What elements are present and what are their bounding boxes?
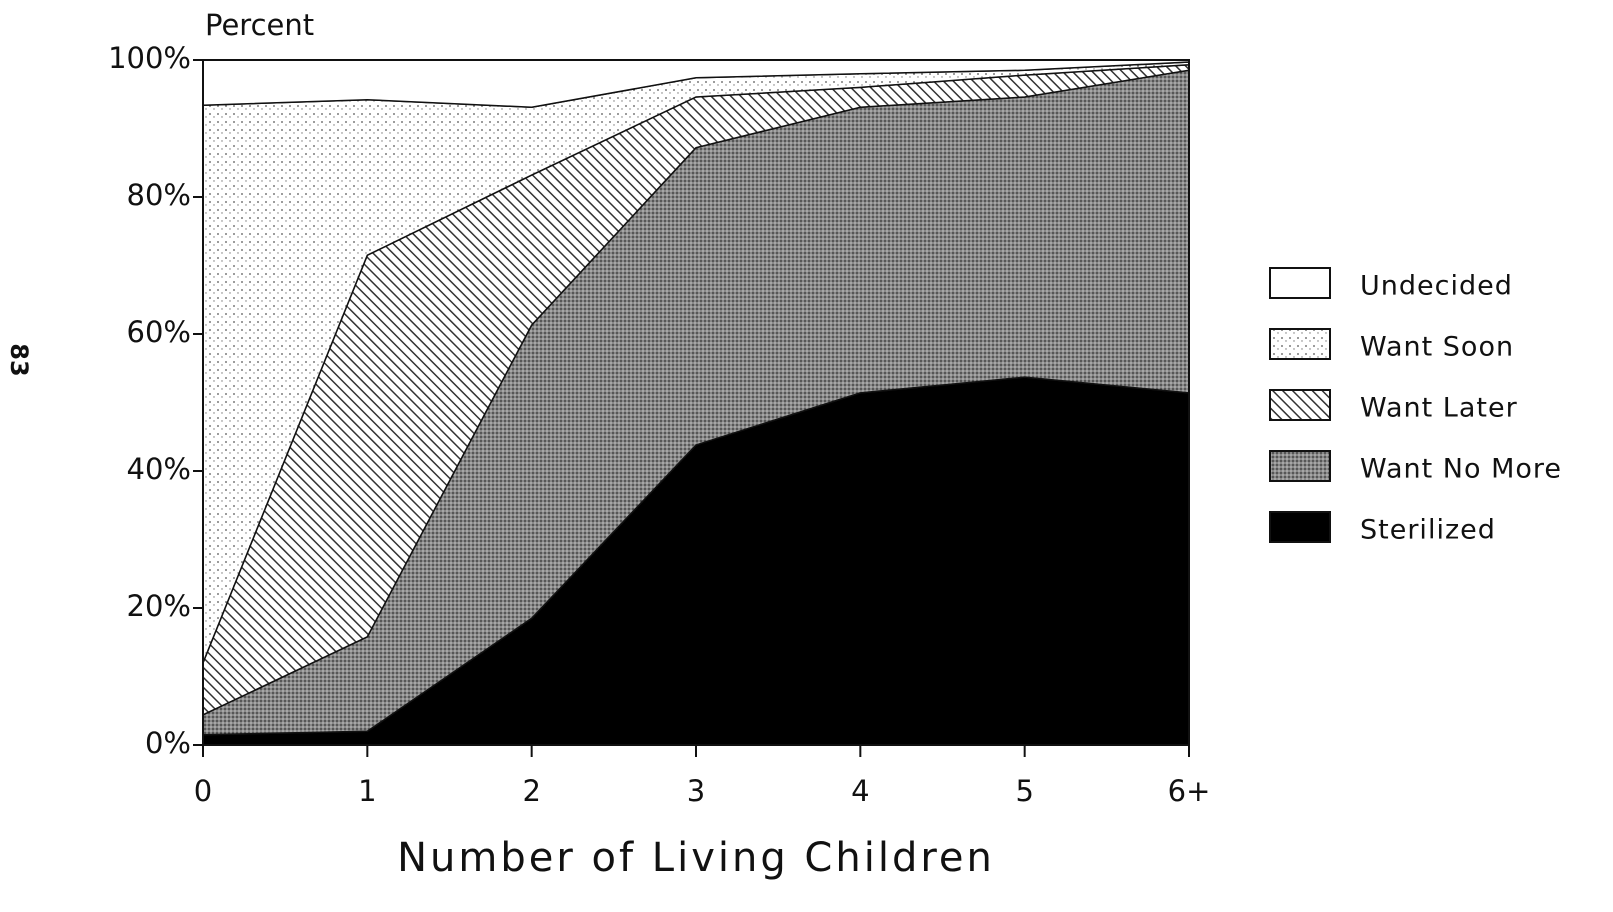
y-tick-label: 40% <box>127 452 191 486</box>
x-tick-label: 1 <box>358 774 376 808</box>
legend-swatch <box>1269 450 1331 482</box>
legend-swatch <box>1269 267 1331 299</box>
legend-swatch <box>1269 328 1331 360</box>
x-axis-label: Number of Living Children <box>397 835 995 881</box>
y-tick-label: 20% <box>127 589 191 623</box>
x-tick-label: 6+ <box>1168 774 1211 808</box>
x-tick-label: 5 <box>1015 774 1033 808</box>
x-tick-label: 4 <box>851 774 869 808</box>
x-tick-label: 0 <box>194 774 212 808</box>
y-tick-label: 0% <box>145 726 191 760</box>
page-number: 83 <box>5 343 33 376</box>
x-tick-label: 3 <box>687 774 705 808</box>
y-axis-label: Percent <box>205 8 314 42</box>
y-tick-label: 60% <box>127 315 191 349</box>
legend-label: Want Later <box>1360 393 1518 424</box>
legend-label: Sterilized <box>1360 515 1496 546</box>
y-tick-label: 100% <box>108 41 191 75</box>
plot-area <box>202 59 1190 746</box>
legend-label: Want Soon <box>1360 332 1514 363</box>
legend-swatch <box>1269 511 1331 543</box>
y-tick-label: 80% <box>127 178 191 212</box>
x-tick-label: 2 <box>522 774 540 808</box>
legend-swatch <box>1269 389 1331 421</box>
legend-label: Want No More <box>1360 454 1562 485</box>
legend-label: Undecided <box>1360 271 1513 302</box>
